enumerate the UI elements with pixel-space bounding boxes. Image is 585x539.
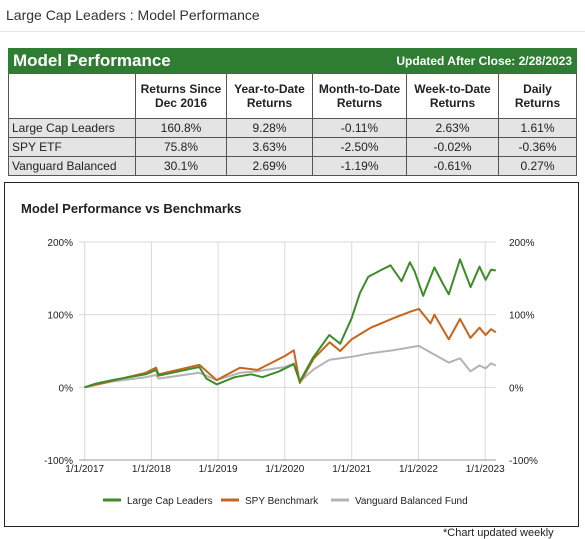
cell-mtd: -2.50%: [312, 137, 407, 157]
cell-wtd: -0.02%: [406, 137, 499, 157]
row-name: Large Cap Leaders: [8, 118, 136, 138]
x-tick-label: 1/1/2022: [399, 464, 438, 475]
legend: Large Cap Leaders SPY Benchmark Vanguard B…: [103, 496, 468, 507]
cell-mtd: -0.11%: [312, 118, 407, 138]
y-tick-label-left: -100%: [44, 456, 73, 467]
x-tick-label: 1/1/2017: [65, 464, 104, 475]
y-tick-label-left: 200%: [47, 238, 73, 249]
chart-title: Model Performance vs Benchmarks: [21, 201, 241, 216]
title-divider: [0, 31, 585, 32]
y-tick-label-left: 0%: [59, 383, 74, 394]
series-line-vanguard-balanced-fund: [84, 344, 497, 389]
y-tick-label-left: 100%: [47, 311, 73, 322]
page-title: Large Cap Leaders : Model Performance: [6, 7, 260, 23]
table-header-row: Returns Since Dec 2016 Year-to-Date Retu…: [8, 73, 578, 119]
axes: 200% 200%100% 100%0% 0%-100% -100%1/1/2017 1/…: [44, 238, 538, 475]
cell-daily: 1.61%: [497, 118, 578, 138]
cell-ytd: 2.69%: [226, 156, 313, 176]
column-header: [8, 73, 136, 119]
footnote: *Chart updated weekly: [443, 527, 554, 539]
series-line-large-cap-leaders: [84, 258, 496, 389]
y-tick-label-right: 200%: [509, 238, 535, 249]
column-header: Returns Since Dec 2016: [135, 73, 227, 119]
table-row: Large Cap Leaders 160.8% 9.28% -0.11% 2.…: [8, 118, 578, 138]
x-tick-label: 1/1/2020: [265, 464, 304, 475]
cell-since-dec-2016: 30.1%: [135, 156, 227, 176]
cell-wtd: -0.61%: [406, 156, 499, 176]
column-header: Year-to-Date Returns: [226, 73, 313, 119]
grid: [79, 241, 496, 461]
table-title: Model Performance: [13, 51, 171, 70]
row-name: SPY ETF: [8, 137, 136, 157]
y-tick-label-right: 100%: [509, 311, 535, 322]
y-tick-label-right: 0%: [509, 383, 524, 394]
cell-daily: -0.36%: [497, 137, 578, 157]
cell-since-dec-2016: 160.8%: [135, 118, 227, 138]
row-name: Vanguard Balanced: [8, 156, 136, 176]
x-tick-label: 1/1/2019: [199, 464, 238, 475]
column-header: Month-to-Date Returns: [312, 73, 407, 119]
cell-ytd: 9.28%: [226, 118, 313, 138]
y-tick-label-right: -100%: [509, 456, 538, 467]
table-row: SPY ETF 75.8% 3.63% -2.50% -0.02% -0.36%: [8, 137, 578, 157]
cell-daily: 0.27%: [497, 156, 578, 176]
legend-label: SPY Benchmark: [245, 496, 319, 507]
legend-label: Vanguard Balanced Fund: [355, 496, 468, 507]
cell-mtd: -1.19%: [312, 156, 407, 176]
x-tick-label: 1/1/2018: [132, 464, 171, 475]
series-line-spy-benchmark: [84, 307, 497, 389]
column-header: Week-to-Date Returns: [406, 73, 499, 119]
cell-wtd: 2.63%: [406, 118, 499, 138]
cell-ytd: 3.63%: [226, 137, 313, 157]
table-title-bar: Model Performance Updated After Close: 2…: [7, 48, 578, 74]
chart-panel: Model Performance vs Benchmarks 200% 200%…: [4, 182, 579, 527]
x-tick-label: 1/1/2021: [332, 464, 371, 475]
series-lines: [84, 258, 497, 389]
updated-label: Updated After Close: 2/28/2023: [396, 54, 573, 68]
column-header: Daily Returns: [497, 73, 578, 119]
performance-table: Model Performance Updated After Close: 2…: [7, 48, 578, 176]
performance-chart: Model Performance vs Benchmarks 200% 200%…: [21, 201, 538, 507]
table-row: Vanguard Balanced 30.1% 2.69% -1.19% -0.…: [8, 156, 578, 176]
x-tick-label: 1/1/2023: [466, 464, 505, 475]
cell-since-dec-2016: 75.8%: [135, 137, 227, 157]
legend-label: Large Cap Leaders: [127, 496, 213, 507]
